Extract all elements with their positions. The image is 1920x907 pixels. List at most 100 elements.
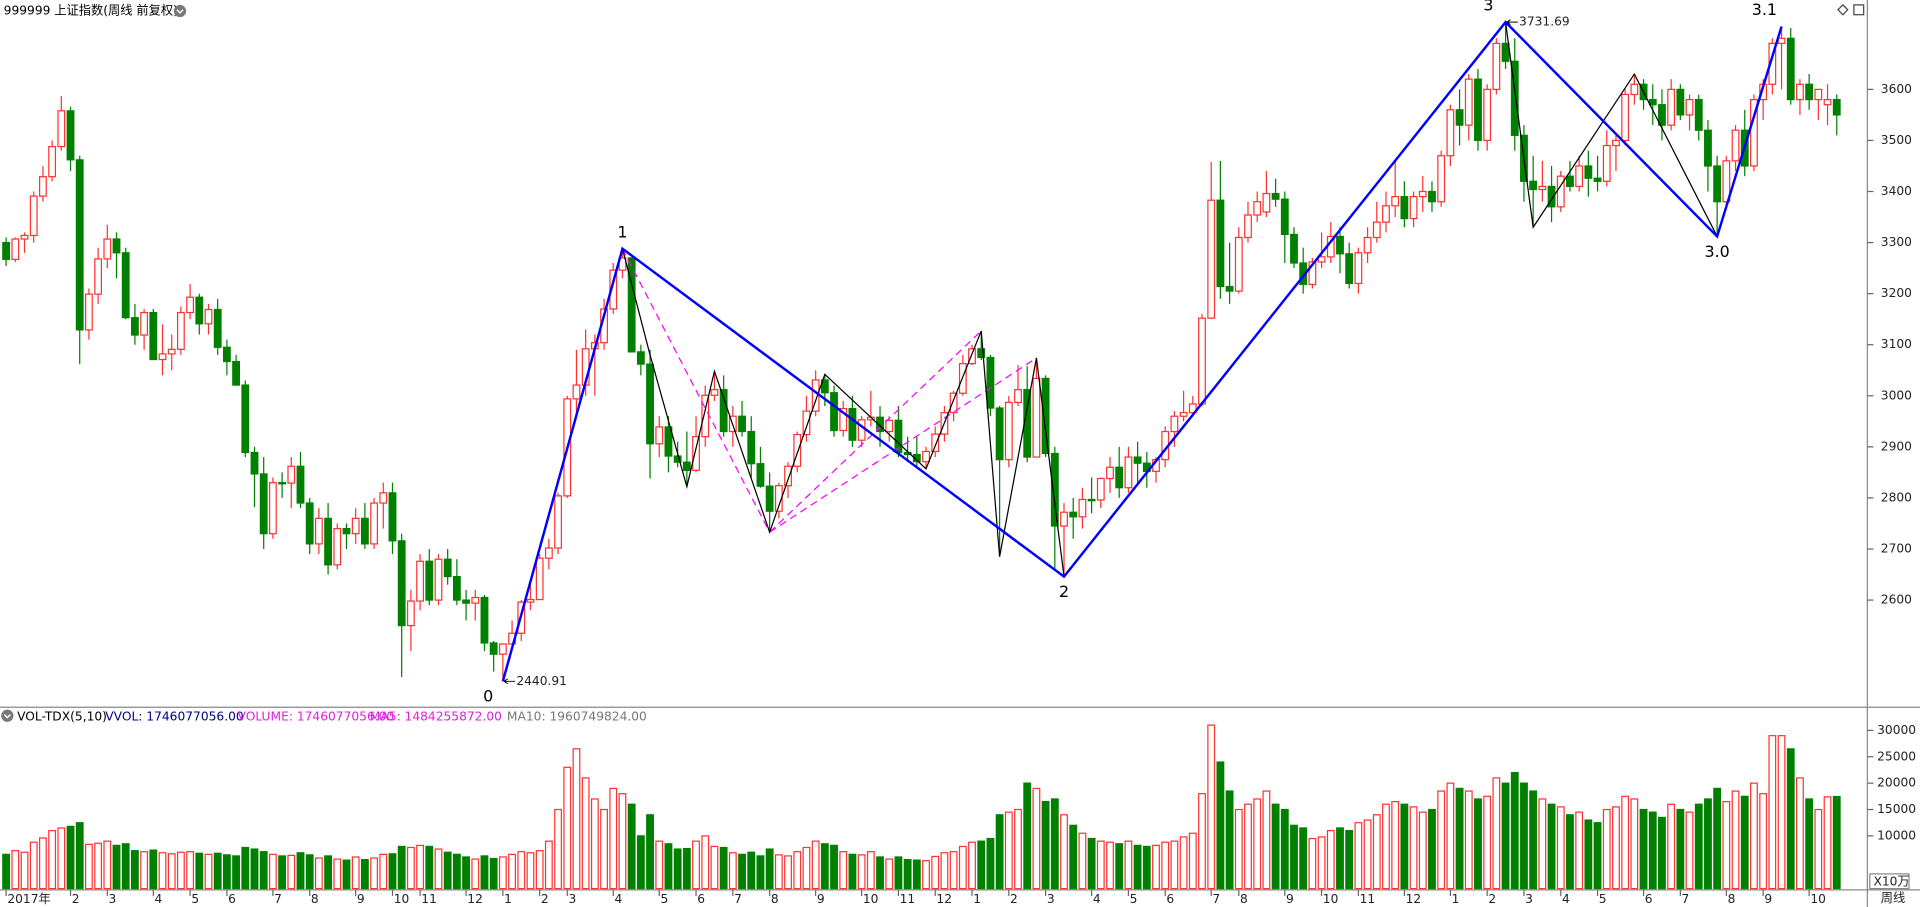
volume-bar	[1520, 782, 1528, 890]
y-tick-label: 3000	[1881, 388, 1912, 402]
candle-body	[84, 293, 93, 331]
volume-bar	[232, 855, 241, 890]
y-tick-label: 3400	[1881, 184, 1912, 198]
volume-bar	[20, 851, 29, 890]
dashed-line	[769, 357, 1037, 533]
volume-bar	[268, 853, 277, 890]
candle-body	[1566, 175, 1574, 188]
icon-diamond[interactable]	[1837, 4, 1849, 16]
candle-body	[158, 353, 167, 361]
volume-bar	[1713, 787, 1722, 890]
candle-body	[1704, 129, 1712, 167]
candle-body	[1170, 415, 1179, 433]
zigzag-line	[621, 248, 1065, 577]
candle-body	[1317, 256, 1326, 263]
candle-body	[1225, 285, 1234, 292]
candle-body	[1685, 98, 1694, 116]
candle-body	[949, 392, 958, 414]
volume-bar	[673, 848, 682, 890]
candle-body	[1621, 93, 1630, 142]
volume-bar	[1317, 836, 1326, 890]
volume-bar	[1418, 811, 1427, 890]
candle-body	[1455, 109, 1464, 126]
volume-bar	[756, 855, 765, 890]
candle-body	[1308, 261, 1317, 286]
volume-bar	[195, 852, 204, 890]
volume-bar	[949, 851, 958, 890]
volume-bar	[682, 847, 691, 890]
candle-body	[1750, 98, 1758, 167]
candle-body	[1087, 498, 1096, 502]
x-tick-label: 10	[394, 892, 410, 906]
candle-body	[296, 465, 305, 504]
volume-bar	[1768, 735, 1777, 890]
volume-bar	[1694, 803, 1703, 890]
volume-bar	[1455, 787, 1464, 890]
volume-bar	[351, 856, 360, 890]
candle-body	[1556, 175, 1565, 208]
candle-body	[1529, 180, 1538, 191]
volume-bar	[121, 843, 130, 890]
candle-body	[1207, 199, 1216, 319]
candle-body	[452, 575, 461, 601]
candle-body	[1676, 88, 1685, 116]
volume-bar	[140, 851, 149, 890]
volume-bar	[149, 849, 158, 890]
candle-body	[1612, 139, 1620, 147]
x-tick-label: 5	[1130, 892, 1138, 906]
candle-body	[443, 558, 452, 578]
volume-bar	[802, 846, 811, 890]
volume-bar	[820, 843, 829, 890]
candle-body	[1593, 177, 1602, 182]
x-tick-label: 6	[697, 892, 705, 906]
candle-body	[931, 433, 940, 453]
icon-window[interactable]	[1853, 4, 1865, 16]
volume-bar	[747, 851, 756, 890]
candle-body	[1004, 401, 1013, 461]
volume-header: VOLUME: 1746077056.00	[238, 710, 395, 724]
candle-body	[1234, 236, 1243, 292]
volume-bar	[1446, 782, 1455, 890]
candle-body	[167, 348, 176, 355]
x-tick-label: 12	[936, 892, 952, 906]
candle-body	[480, 596, 489, 644]
volume-bar	[894, 856, 903, 890]
candle-body	[204, 308, 213, 325]
title-menu-icon[interactable]	[173, 4, 187, 18]
candle-body	[370, 502, 379, 545]
x-tick-label: 4	[614, 892, 622, 906]
candle-body	[1262, 192, 1271, 213]
x-tick-label: 5	[660, 892, 668, 906]
candle-body	[1777, 37, 1786, 45]
volume-bar	[526, 852, 535, 890]
volume-bar	[1814, 808, 1823, 890]
candle-body	[912, 453, 921, 463]
volume-bar	[535, 850, 544, 890]
volume-bar	[130, 850, 139, 890]
volume-bar	[636, 835, 645, 890]
volume-bar	[1400, 803, 1409, 890]
x-tick-label: 1	[1452, 892, 1460, 906]
volume-bar	[204, 853, 213, 890]
volume-bar	[1437, 790, 1446, 890]
volume-header: VVOL: 1746077056.00	[105, 710, 243, 724]
volume-bar	[1299, 827, 1308, 890]
volume-bar	[1474, 798, 1482, 890]
volume-bar	[1363, 819, 1372, 890]
candle-body	[1483, 88, 1492, 142]
candle-body	[1041, 377, 1050, 455]
candle-body	[213, 308, 222, 348]
x-tick-label: 3	[1525, 892, 1533, 906]
candle-body	[1437, 155, 1446, 203]
volume-bar	[1685, 811, 1694, 890]
volume-menu-icon[interactable]	[1, 709, 14, 722]
volume-bar	[765, 848, 774, 890]
volume-bar	[1575, 811, 1584, 890]
volume-bar	[1382, 803, 1390, 890]
x-tick-label: 11	[421, 892, 437, 906]
volume-bar	[1096, 840, 1105, 890]
candle-body	[1060, 511, 1068, 527]
volume-bar	[1050, 798, 1059, 890]
candle-body	[544, 547, 553, 559]
volume-bar	[1704, 798, 1712, 890]
